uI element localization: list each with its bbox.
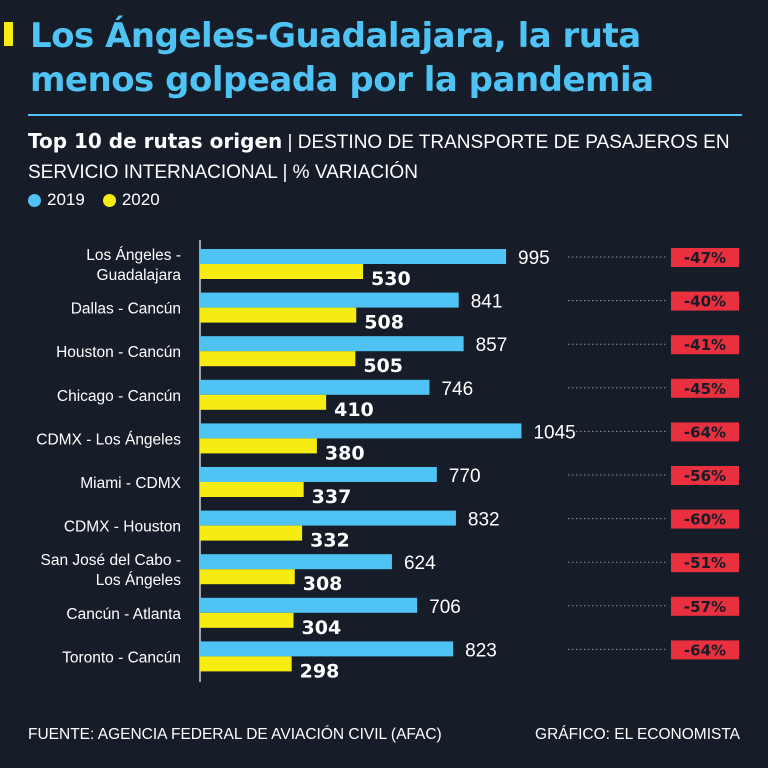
category-label: San José del Cabo - bbox=[41, 552, 181, 569]
variation-label: -51% bbox=[684, 554, 726, 572]
category-label: Guadalajara bbox=[97, 267, 182, 284]
value-label-2019: 832 bbox=[468, 510, 500, 531]
variation-label: -45% bbox=[684, 380, 726, 398]
chart-subtitle: Top 10 de rutas origen | DESTINO DE TRAN… bbox=[28, 126, 758, 188]
legend-dot-2019 bbox=[28, 193, 41, 207]
value-label-2020: 380 bbox=[325, 442, 365, 464]
value-label-2019: 995 bbox=[518, 248, 550, 269]
category-label: Cancún - Atlanta bbox=[66, 606, 181, 623]
value-label-2020: 530 bbox=[371, 268, 411, 290]
variation-badge bbox=[671, 466, 739, 485]
bar-2019 bbox=[200, 641, 454, 657]
bar-2020 bbox=[200, 482, 304, 497]
category-label: Miami - CDMX bbox=[80, 475, 181, 492]
variation-badge bbox=[671, 640, 739, 660]
bar-2019 bbox=[200, 467, 437, 482]
subtitle-bold: Top 10 de rutas origen bbox=[28, 129, 283, 153]
category-label: Los Ángeles - bbox=[86, 247, 181, 264]
legend-dot-2020 bbox=[102, 193, 116, 207]
legend-item-2019: 2019 bbox=[28, 190, 85, 210]
bar-2020 bbox=[200, 351, 356, 367]
variation-badge bbox=[671, 335, 739, 355]
category-label: Houston - Cancún bbox=[56, 344, 181, 361]
variation-label: -41% bbox=[684, 336, 726, 354]
source-note: FUENTE: AGENCIA FEDERAL DE AVIACIÓN CIVI… bbox=[28, 726, 442, 743]
category-label: Los Ángeles bbox=[96, 572, 182, 589]
legend-item-2020: 2020 bbox=[102, 190, 160, 210]
variation-label: -47% bbox=[684, 249, 726, 267]
value-label-2020: 298 bbox=[300, 660, 340, 682]
bar-2019 bbox=[200, 379, 430, 395]
variation-label: -40% bbox=[684, 293, 726, 311]
value-label-2019: 770 bbox=[449, 466, 481, 487]
value-label-2019: 746 bbox=[441, 379, 473, 400]
bar-2020 bbox=[200, 525, 303, 541]
legend-label-2019: 2019 bbox=[47, 190, 85, 209]
bar-2020 bbox=[200, 569, 295, 585]
legend-label-2020: 2020 bbox=[121, 190, 160, 209]
bar-2019 bbox=[200, 554, 392, 570]
bar-2019 bbox=[200, 423, 522, 439]
bar-2019 bbox=[200, 249, 507, 264]
bar-2020 bbox=[200, 307, 357, 323]
value-label-2019: 706 bbox=[429, 597, 461, 618]
variation-badge bbox=[671, 291, 739, 311]
chart-legend: 2019 2020 bbox=[28, 190, 178, 210]
category-label: Chicago - Cancún bbox=[57, 388, 181, 405]
bar-2019 bbox=[200, 510, 456, 526]
variation-badge bbox=[671, 422, 739, 442]
subtitle-rest: | DESTINO DE TRANSPORTE DE PASAJEROS EN … bbox=[28, 132, 730, 183]
value-label-2020: 410 bbox=[334, 399, 374, 421]
variation-label: -56% bbox=[684, 467, 726, 485]
variation-label: -60% bbox=[684, 511, 726, 529]
value-label-2020: 308 bbox=[303, 573, 343, 595]
page-title: Los Ángeles-Guadalajara, la ruta menos g… bbox=[30, 14, 750, 102]
category-label: Dallas - Cancún bbox=[71, 301, 181, 318]
value-label-2020: 508 bbox=[364, 312, 404, 334]
title-line-1: Los Ángeles-Guadalajara, la ruta bbox=[30, 16, 641, 56]
variation-label: -64% bbox=[684, 423, 726, 441]
value-label-2020: 304 bbox=[302, 617, 342, 639]
bar-2019 bbox=[200, 336, 464, 352]
value-label-2019: 823 bbox=[465, 640, 497, 661]
category-label: CDMX - Houston bbox=[64, 519, 181, 536]
value-label-2019: 1045 bbox=[533, 422, 575, 443]
value-label-2019: 624 bbox=[404, 553, 436, 574]
title-accent-bar bbox=[4, 22, 13, 46]
variation-badge bbox=[671, 378, 739, 398]
category-label: Toronto - Cancún bbox=[62, 649, 181, 666]
value-label-2020: 337 bbox=[312, 486, 352, 508]
bar-2019 bbox=[200, 597, 418, 613]
variation-badge bbox=[671, 596, 739, 616]
category-label: CDMX - Los Ángeles bbox=[36, 431, 181, 448]
variation-label: -57% bbox=[684, 598, 726, 616]
bar-2020 bbox=[200, 656, 292, 672]
value-label-2019: 857 bbox=[476, 335, 508, 356]
variation-badge bbox=[671, 509, 739, 529]
variation-label: -64% bbox=[684, 641, 726, 659]
bar-2019 bbox=[200, 292, 459, 308]
variation-badge bbox=[671, 248, 739, 267]
bar-2020 bbox=[200, 394, 327, 410]
bar-2020 bbox=[200, 612, 294, 628]
title-divider bbox=[28, 114, 742, 116]
value-label-2020: 332 bbox=[310, 530, 350, 552]
bar-2020 bbox=[200, 264, 364, 279]
value-label-2020: 505 bbox=[363, 355, 403, 377]
bar-2020 bbox=[200, 438, 317, 454]
credit-note: GRÁFICO: EL ECONOMISTA bbox=[535, 726, 740, 743]
value-label-2019: 841 bbox=[471, 292, 503, 313]
title-line-2: menos golpeada por la pandemia bbox=[30, 60, 654, 100]
variation-badge bbox=[671, 553, 739, 573]
